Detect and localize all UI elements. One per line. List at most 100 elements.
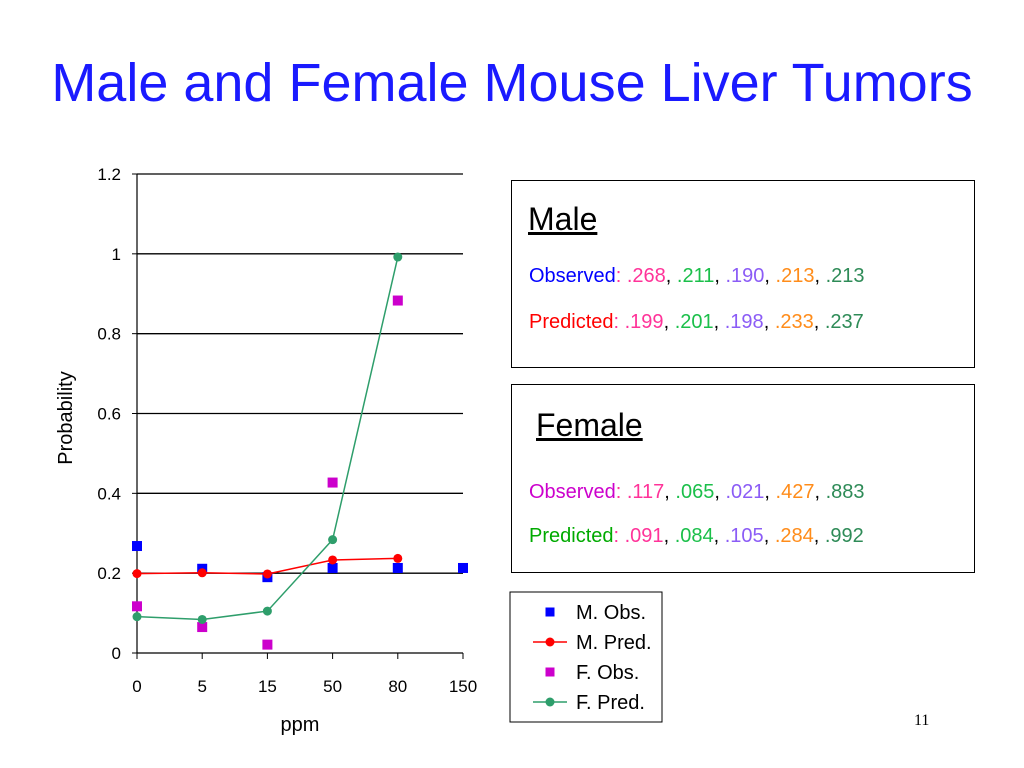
female-predicted-row: Predicted: .091, .084, .105, .284, .992 [529,525,864,548]
legend-label: M. Obs. [576,602,646,624]
legend-box [509,591,663,723]
separator: , [764,265,776,287]
separator: , [813,525,825,547]
stat-value: .211 [676,265,715,287]
data-point [132,541,142,552]
legend-marker [545,637,555,647]
x-tick-label: 5 [197,677,206,696]
female-heading: Female [536,407,643,443]
x-tick-label: 80 [388,677,407,696]
data-point [458,562,468,573]
stat-value: .198 [724,311,764,333]
data-point [197,614,207,624]
separator: , [763,311,775,333]
y-tick-label: 0.2 [97,564,121,583]
male-observed-row: Observed: .268, .211, .190, .213, .213 [529,265,865,288]
legend-label: M. Pred. [576,632,652,654]
stat-value: .091 [624,525,664,547]
legend-label: F. Obs. [576,662,639,684]
legend-marker [545,607,555,617]
data-point [262,606,272,616]
data-point [392,295,403,306]
series-line [136,256,399,621]
separator: , [814,481,826,503]
colon: : [615,265,627,287]
legend-marker [545,667,555,677]
stat-value: .427 [775,481,815,503]
stat-value: .213 [825,265,865,287]
x-tick-label: 0 [132,677,141,696]
x-tick-label: 150 [449,677,477,696]
female-predicted-label: Predicted [529,525,614,547]
data-point [393,553,403,563]
separator: , [714,481,726,503]
separator: , [664,481,676,503]
separator: , [813,311,825,333]
data-point [197,622,208,633]
y-tick-label: 0.4 [97,484,121,503]
stat-value: .201 [674,311,714,333]
y-tick-label: 1.2 [97,165,121,184]
separator: , [714,265,726,287]
female-results-box: Female Observed: .117, .065, .021, .427,… [511,384,975,573]
female-observed-row: Observed: .117, .065, .021, .427, .883 [529,481,865,504]
male-heading: Male [528,201,598,237]
stat-value: .233 [774,311,814,333]
colon: : [613,525,625,547]
stat-value: .190 [725,265,765,287]
values: : .091, .084, .105, .284, .992 [614,525,864,547]
data-point [262,639,273,650]
separator: , [764,481,776,503]
stat-value: .065 [675,481,715,503]
values: : .117, .065, .021, .427, .883 [616,481,865,503]
stat-value: .117 [626,481,665,503]
values: : .268, .211, .190, .213, .213 [616,265,865,287]
colon: : [615,481,627,503]
separator: , [663,525,675,547]
legend-label: F. Pred. [576,692,645,714]
data-point [328,555,338,565]
stat-value: .199 [624,311,664,333]
data-point [327,477,338,488]
data-point [262,569,272,579]
male-predicted-label: Predicted [529,311,614,333]
separator: , [763,525,775,547]
stat-value: .237 [824,311,864,333]
male-observed-label: Observed [529,265,616,287]
separator: , [814,265,826,287]
y-tick-label: 1 [112,245,121,264]
separator: , [665,265,677,287]
values: : .199, .201, .198, .233, .237 [614,311,864,333]
y-tick-label: 0.6 [97,405,121,424]
data-point [328,535,338,545]
y-tick-label: 0 [112,644,121,663]
x-tick-label: 50 [323,677,342,696]
x-tick-label: 15 [258,677,277,696]
female-observed-label: Observed [529,481,616,503]
x-axis-label: ppm [281,714,320,736]
stat-value: .992 [824,525,864,547]
separator: , [713,525,725,547]
male-predicted-row: Predicted: .199, .201, .198, .233, .237 [529,311,864,334]
y-tick-label: 0.8 [97,325,121,344]
separator: , [713,311,725,333]
stat-value: .883 [825,481,865,503]
data-point [393,252,403,262]
slide-title: Male and Female Mouse Liver Tumors [51,53,973,113]
y-axis-label: Probability [55,371,77,464]
stat-value: .213 [775,265,815,287]
stat-value: .105 [724,525,764,547]
data-point [392,562,403,573]
male-results-box: Male Observed: .268, .211, .190, .213, .… [511,180,975,368]
legend-marker [545,697,555,707]
stat-value: .268 [626,265,666,287]
data-point [327,562,338,573]
stat-value: .284 [774,525,814,547]
data-point [132,601,142,612]
stat-value: .084 [674,525,714,547]
stat-value: .021 [725,481,765,503]
data-point [132,569,142,579]
separator: , [663,311,675,333]
data-point [197,568,207,578]
